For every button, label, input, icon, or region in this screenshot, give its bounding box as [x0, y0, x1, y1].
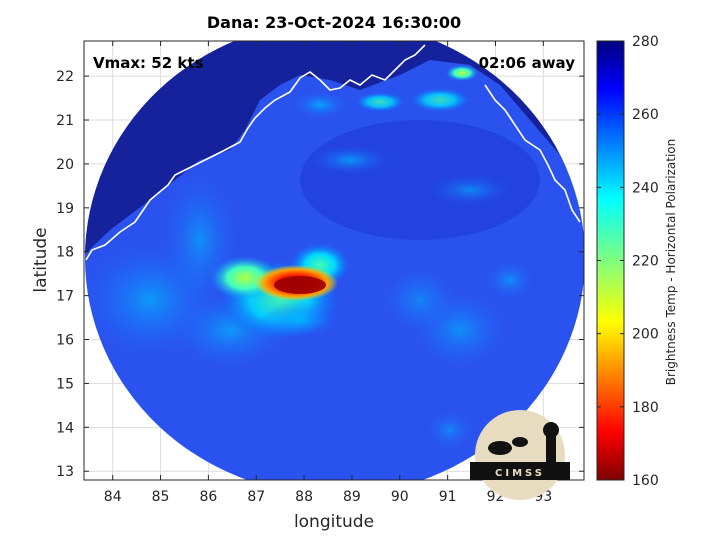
- colorbar-tick-label: 240: [632, 180, 659, 196]
- cimss-logo: CIMSS: [470, 410, 570, 500]
- y-tick-label: 20: [56, 157, 74, 173]
- swath: [85, 41, 584, 480]
- x-tick-label: 87: [247, 489, 265, 505]
- x-tick-label: 90: [391, 489, 409, 505]
- axes-box: [83, 40, 585, 481]
- x-tick-label: 89: [343, 489, 361, 505]
- colorbar-tick-label: 160: [632, 473, 659, 489]
- x-tick-label: 85: [152, 489, 170, 505]
- y-axis-label: latitude: [31, 227, 51, 292]
- x-tick-label: 86: [199, 489, 217, 505]
- x-tick-label: 84: [104, 489, 122, 505]
- coastline: [85, 44, 426, 261]
- x-tick-label: 91: [439, 489, 457, 505]
- colorbar-tick-label: 200: [632, 327, 659, 343]
- y-tick-label: 13: [56, 464, 74, 480]
- x-tick-label: 88: [295, 489, 313, 505]
- colorbar: [596, 40, 625, 481]
- y-tick-label: 22: [56, 69, 74, 85]
- y-tick-label: 15: [56, 376, 74, 392]
- y-tick-label: 19: [56, 201, 74, 217]
- colorbar-tick-label: 180: [632, 400, 659, 416]
- y-tick-label: 16: [56, 333, 74, 349]
- y-tick-label: 17: [56, 289, 74, 305]
- colorbar-tick-label: 280: [632, 34, 659, 50]
- chart-title: Dana: 23-Oct-2024 16:30:00: [207, 13, 461, 32]
- y-tick-label: 21: [56, 113, 74, 129]
- colorbar-label: Brightness Temp - Horizontal Polarizatio…: [664, 139, 678, 386]
- x-axis-label: longitude: [294, 512, 374, 532]
- logo-text: CIMSS: [495, 468, 545, 479]
- vmax-label: Vmax: 52 kts: [93, 54, 203, 72]
- y-tick-label: 14: [56, 420, 74, 436]
- colorbar-tick-label: 220: [632, 254, 659, 270]
- colorbar-tick-label: 260: [632, 107, 659, 123]
- time-away-label: 02:06 away: [479, 54, 576, 72]
- y-tick-label: 18: [56, 245, 74, 261]
